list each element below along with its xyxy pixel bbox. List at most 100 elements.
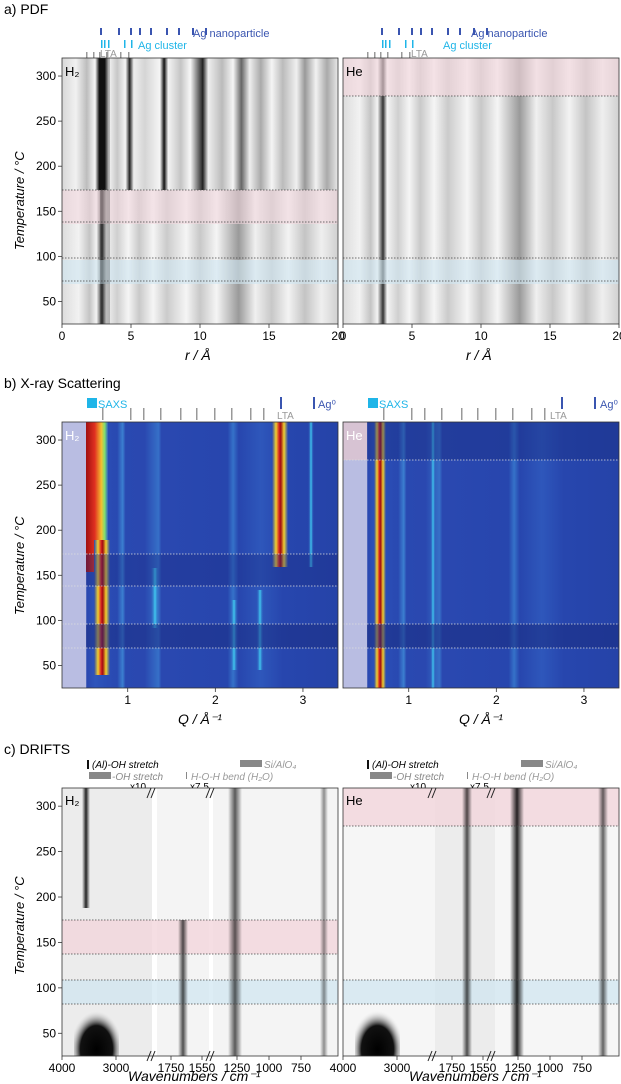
panel-a-axes: 501001502002503000510152005101520	[36, 69, 621, 343]
aloh-legend-right: (Al)-OH stretch	[372, 760, 439, 771]
y-tick-label: 300	[36, 433, 56, 447]
y-tick-label: 150	[36, 204, 56, 218]
sialo-legend: Si/AlO₄	[264, 760, 296, 771]
drifts-he-heatmap: He	[342, 787, 620, 1057]
ag-nanoparticle-legend: Ag nanoparticle	[193, 28, 269, 40]
x-tick-label: 20	[331, 329, 345, 343]
xrd-he-heatmap: He	[342, 421, 620, 689]
x-axis-label-c-right: Wavenumbers / cm⁻¹	[409, 1068, 542, 1084]
gas-label-he-a: He	[346, 64, 363, 79]
panel-c-legend: (Al)-OH stretch -OH stretch H-O-H bend (…	[87, 760, 577, 793]
y-tick-label: 250	[36, 845, 56, 859]
x-axis-label-b-right: Q / Å⁻¹	[459, 711, 503, 727]
y-axis-label-c: Temperature / °C	[12, 876, 27, 975]
x-axis-label-a-left: r / Å	[185, 347, 211, 363]
ag-cluster-legend: Ag cluster	[138, 40, 187, 52]
x10-label: x10	[130, 782, 147, 793]
y-tick-label: 200	[36, 523, 56, 537]
x-tick-label: 10	[474, 329, 488, 343]
x75-label-right: x7.5	[470, 782, 489, 793]
ag0-legend: Ag⁰	[318, 399, 336, 411]
saxs-legend: SAXS	[98, 399, 127, 411]
x-tick-label: 1750	[158, 1061, 185, 1075]
gas-label-he-c: He	[346, 793, 363, 808]
x-tick-label: 1250	[505, 1061, 532, 1075]
panel-b-axes: 50 100 150 200 250 300 1 2 3 1 2 3	[36, 433, 588, 707]
x-tick-label: 1000	[256, 1061, 283, 1075]
y-tick-label: 250	[36, 478, 56, 492]
x-tick-label: 0	[59, 329, 66, 343]
x-tick-label: 750	[572, 1061, 592, 1075]
x-tick-label: 3000	[103, 1061, 130, 1075]
x-tick-label: 1550	[470, 1061, 497, 1075]
x-tick-label: 3	[581, 693, 588, 707]
saxs-legend-right: SAXS	[379, 399, 408, 411]
x-tick-label: 2	[493, 693, 500, 707]
y-tick-label: 200	[36, 890, 56, 904]
lta-legend-right: LTA	[411, 49, 428, 60]
panel-a-legend: Ag nanoparticle Ag cluster LTA Ag nanopa…	[86, 28, 547, 60]
x-tick-label: 20	[612, 329, 621, 343]
y-tick-label: 100	[36, 613, 56, 627]
y-tick-label: 100	[36, 249, 56, 263]
x-tick-label: 4000	[330, 1061, 357, 1075]
x-tick-label: 1750	[439, 1061, 466, 1075]
x-tick-label: 15	[543, 329, 557, 343]
y-tick-label: 50	[43, 658, 57, 672]
x-tick-label: 1000	[537, 1061, 564, 1075]
oh-legend-right: -OH stretch	[393, 772, 445, 783]
gas-label-h2-b: H₂	[65, 428, 79, 443]
saxs-swatch-right	[368, 398, 378, 408]
oh-legend: -OH stretch	[112, 772, 164, 783]
x-tick-label: 750	[291, 1061, 311, 1075]
lta-legend-b-right: LTA	[550, 411, 567, 422]
x-tick-label: 4000	[49, 1061, 76, 1075]
x-tick-label: 1550	[189, 1061, 216, 1075]
x-tick-label: 1	[124, 693, 131, 707]
aloh-legend: (Al)-OH stretch	[92, 760, 159, 771]
x-tick-label: 5	[409, 329, 416, 343]
y-tick-label: 250	[36, 114, 56, 128]
y-axis-label-a: Temperature / °C	[12, 151, 27, 250]
y-tick-label: 50	[43, 294, 57, 308]
y-tick-label: 200	[36, 159, 56, 173]
y-tick-label: 150	[36, 935, 56, 949]
saxs-swatch	[87, 398, 97, 408]
y-tick-label: 150	[36, 568, 56, 582]
gas-label-h2-a: H₂	[65, 64, 79, 79]
drifts-h2-heatmap: H₂	[61, 787, 339, 1057]
ag-cluster-legend-right: Ag cluster	[443, 40, 492, 52]
x-tick-label: 1250	[224, 1061, 251, 1075]
sialo-legend-right: Si/AlO₄	[545, 760, 577, 771]
xrd-h2-heatmap: H₂	[61, 421, 339, 689]
y-tick-label: 50	[43, 1026, 57, 1040]
panel-b-legend: SAXS SAXS LTA Ag⁰ LTA Ag⁰	[87, 397, 618, 422]
lta-legend-b: LTA	[277, 411, 294, 422]
x-tick-label: 15	[262, 329, 276, 343]
ag0-legend-right: Ag⁰	[600, 399, 618, 411]
lta-legend: LTA	[100, 49, 117, 60]
panel-a-label: a) PDF	[4, 1, 48, 17]
x-tick-label: 2	[212, 693, 219, 707]
pdf-he-heatmap: He	[342, 57, 620, 325]
x-axis-label-c-left: Wavenumbers / cm⁻¹	[128, 1068, 261, 1084]
gas-label-h2-c: H₂	[65, 793, 79, 808]
panel-b-label: b) X-ray Scattering	[4, 375, 121, 391]
y-tick-label: 300	[36, 69, 56, 83]
x75-label: x7.5	[190, 782, 209, 793]
x-tick-label: 10	[193, 329, 207, 343]
x-tick-label: 5	[128, 329, 135, 343]
x-tick-label: 3	[300, 693, 307, 707]
x-axis-label-b-left: Q / Å⁻¹	[178, 711, 222, 727]
y-tick-label: 300	[36, 799, 56, 813]
x-axis-label-a-right: r / Å	[466, 347, 492, 363]
hoh-legend: H-O-H bend (H₂O)	[191, 772, 273, 783]
panel-c-label: c) DRIFTS	[4, 741, 70, 757]
ag-nanoparticle-legend-right: Ag nanoparticle	[471, 28, 547, 40]
x-tick-label: 1	[405, 693, 412, 707]
hoh-legend-right: H-O-H bend (H₂O)	[472, 772, 554, 783]
y-axis-label-b: Temperature / °C	[12, 516, 27, 615]
x10-label-right: x10	[410, 782, 427, 793]
x-tick-label: 3000	[384, 1061, 411, 1075]
